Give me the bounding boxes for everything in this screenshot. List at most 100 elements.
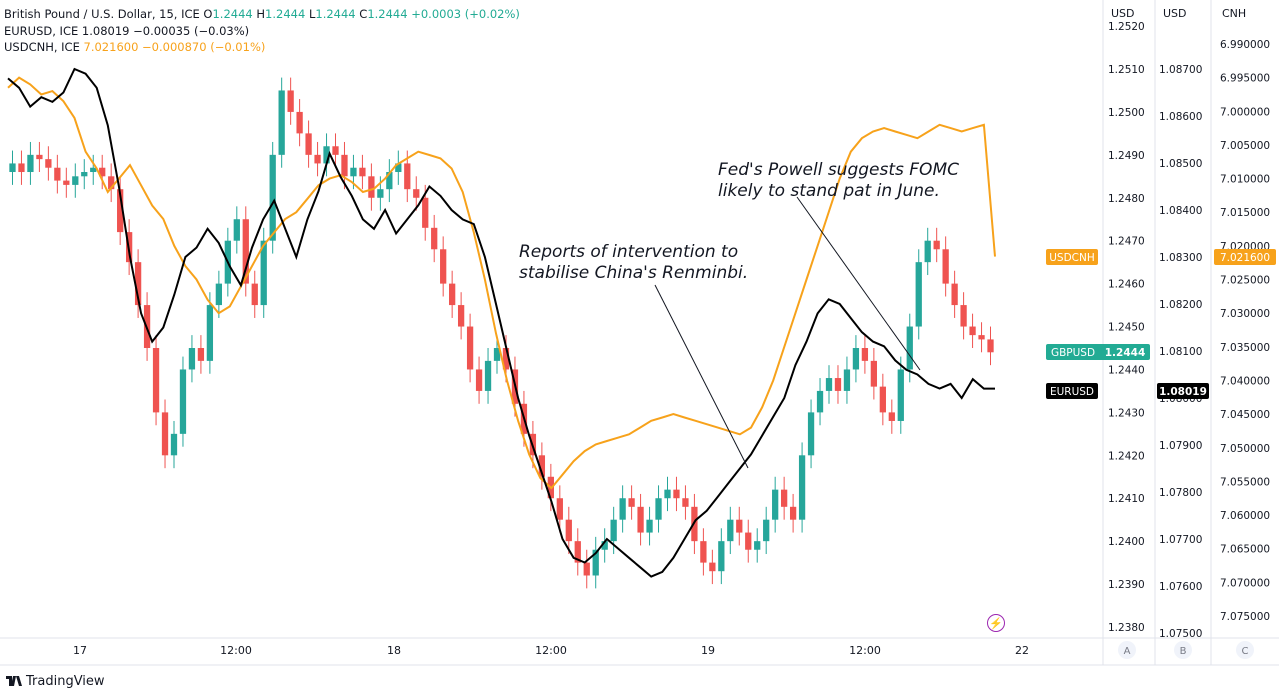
gbpusd-candle-77 (700, 541, 707, 563)
legend-gbpusd-o: 1.2444 (212, 7, 253, 21)
axis-b-header: USD (1163, 7, 1187, 20)
gbpusd-candle-50 (457, 305, 465, 327)
axis-c-tick-7: 7.025000 (1220, 275, 1270, 287)
gbpusd-candle-37 (341, 154, 348, 177)
axis-a-tick-14: 1.2380 (1108, 622, 1145, 634)
gbpusd-candle-63 (574, 541, 581, 563)
legend: British Pound / U.S. Dollar, 15, ICE O1.… (4, 6, 520, 56)
gbpusd-candle-41 (377, 189, 384, 198)
legend-eurusd-name: EURUSD, ICE (4, 23, 79, 38)
legend-gbpusd-l-label: L (308, 7, 316, 21)
axis-a-tick-10: 1.2420 (1108, 450, 1145, 462)
price-tag-usdcnh-value: 7.021600 (1220, 252, 1270, 264)
gbpusd-candle-93 (843, 369, 851, 391)
gbpusd-candle-49 (449, 283, 456, 306)
gbpusd-candle-18 (170, 433, 178, 456)
gbpusd-candle-99 (897, 369, 904, 421)
annotation-cny-pointer (654, 284, 749, 469)
gbpusd-candle-72 (655, 498, 662, 520)
axis-c-tick-15: 7.065000 (1220, 544, 1270, 556)
usdcnh-line (7, 76, 996, 490)
gbpusd-candle-103 (933, 240, 940, 250)
scale-a-button[interactable] (1118, 641, 1136, 659)
gbpusd-candle-84 (763, 519, 770, 542)
axis-b-tick-4: 1.08400 (1159, 205, 1202, 217)
axis-c-tick-4: 7.010000 (1220, 174, 1270, 186)
gbpusd-candle-36 (332, 146, 339, 155)
gbpusd-candle-14 (134, 262, 142, 306)
gbpusd-candle-91 (825, 378, 833, 391)
legend-usdcnh-change: −0.000870 (−0.01%) (142, 40, 266, 54)
axis-b-tick-7: 1.08100 (1159, 346, 1202, 358)
axis-c-tick-8: 7.030000 (1220, 308, 1270, 320)
gbpusd-candle-38 (350, 167, 357, 177)
gbpusd-candle-53 (484, 360, 492, 391)
gbpusd-candle-95 (861, 348, 869, 361)
gbpusd-candle-71 (646, 519, 653, 533)
axis-c-header: CNH (1222, 7, 1246, 20)
gbpusd-candle-0 (9, 163, 16, 173)
axis-a-tick-13: 1.2390 (1108, 579, 1145, 591)
axis-b-tick-10: 1.07800 (1159, 487, 1202, 499)
price-tag-gbpusd-value: 1.2444 (1105, 347, 1146, 359)
annotation-fed-line-2: likely to stand pat in June. (718, 181, 940, 201)
axis-a-tick-7: 1.2450 (1108, 322, 1145, 334)
gbpusd-candle-42 (386, 172, 393, 190)
gbpusd-candle-108 (978, 335, 985, 340)
gbpusd-candle-82 (745, 532, 752, 550)
legend-gbpusd[interactable]: British Pound / U.S. Dollar, 15, ICE O1.… (4, 6, 520, 23)
gbpusd-candle-5 (54, 167, 61, 181)
gbpusd-candle-79 (718, 541, 725, 572)
legend-eurusd[interactable]: EURUSD, ICE 1.08019 −0.00035 (−0.03%) (4, 23, 520, 40)
scale-a-label: A (1124, 646, 1131, 657)
axis-c-tick-13: 7.055000 (1220, 476, 1270, 488)
gbpusd-candle-2 (27, 154, 34, 173)
gbpusd-candle-92 (834, 378, 842, 391)
scale-b-button[interactable] (1174, 641, 1192, 659)
legend-usdcnh[interactable]: USDCNH, ICE 7.021600 −0.000870 (−0.01%) (4, 39, 520, 56)
gbpusd-candle-22 (206, 305, 214, 361)
annotation-fed-pointer (796, 196, 921, 371)
axis-b-tick-3: 1.08500 (1159, 158, 1202, 170)
axis-c-tick-5: 7.015000 (1220, 207, 1270, 219)
gbpusd-candle-30 (278, 90, 285, 155)
legend-gbpusd-h: 1.2444 (265, 7, 306, 21)
gbpusd-candle-66 (601, 541, 608, 550)
annotation-cny-line-2: stabilise China's Renminbi. (519, 263, 748, 283)
gbpusd-candle-83 (754, 541, 761, 550)
scale-c-button[interactable] (1236, 641, 1254, 659)
gbpusd-candle-26 (242, 219, 249, 284)
axis-b-tick-2: 1.08600 (1159, 111, 1202, 123)
axis-c-tick-16: 7.070000 (1220, 577, 1270, 589)
axis-c-tick-0: 6.990000 (1220, 39, 1270, 51)
gbpusd-candle-21 (197, 348, 205, 361)
axis-c-tick-9: 7.035000 (1220, 342, 1270, 354)
legend-gbpusd-c: 1.2444 (367, 7, 408, 21)
axis-a-tick-1: 1.2510 (1108, 64, 1145, 76)
gbpusd-candle-89 (807, 412, 815, 456)
gbpusd-candle-104 (942, 249, 949, 284)
time-tick-6: 22 (1015, 644, 1029, 657)
gbpusd-candle-69 (628, 498, 635, 507)
gbpusd-candle-35 (323, 146, 330, 164)
price-tag-gbpusd: GBPUSD 1.2444 (1046, 344, 1150, 360)
legend-gbpusd-name: British Pound / U.S. Dollar, 15, ICE (4, 7, 200, 21)
legend-gbpusd-h-label: H (256, 7, 266, 21)
gbpusd-candle-12 (117, 189, 124, 233)
axis-a-tick-5: 1.2470 (1108, 236, 1145, 248)
time-tick-3: 12:00 (535, 644, 567, 657)
gbpusd-candle-55 (502, 348, 510, 370)
tradingview-logo[interactable]: TradingView (6, 674, 105, 689)
axis-a-tick-0: 1.2520 (1108, 21, 1145, 33)
gbpusd-candle-17 (161, 412, 169, 456)
legend-usdcnh-name: USDCNH, ICE (4, 40, 80, 54)
tradingview-mark-icon (6, 676, 22, 686)
gbpusd-candle-8 (81, 172, 88, 177)
gbpusd-candle-101 (915, 262, 922, 327)
lightning-icon[interactable]: ⚡ (987, 614, 1005, 632)
annotation-cny-line-1: Reports of intervention to (519, 242, 738, 262)
axis-a-tick-9: 1.2430 (1108, 407, 1145, 419)
gbpusd-candle-74 (673, 489, 680, 499)
gbpusd-candle-106 (960, 305, 967, 327)
